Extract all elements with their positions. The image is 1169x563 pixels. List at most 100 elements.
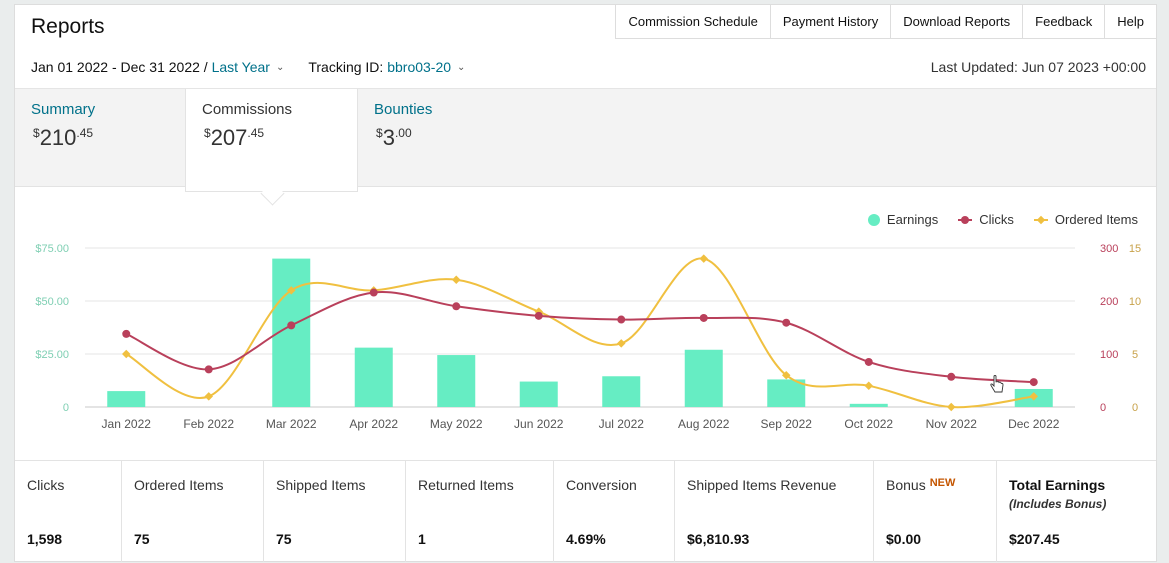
stat-bonus: Bonus NEW $0.00: [874, 461, 997, 562]
stat-shipped-items-revenue: Shipped Items Revenue $6,810.93: [675, 461, 874, 562]
commission-schedule-link[interactable]: Commission Schedule: [616, 5, 771, 38]
download-reports-link[interactable]: Download Reports: [891, 5, 1024, 38]
clicks-point: [947, 372, 956, 381]
top-navigation: Commission Schedule Payment History Down…: [615, 5, 1156, 39]
ordered-axis-tick: 10: [1129, 296, 1141, 308]
ordered-items-point: [452, 275, 461, 285]
x-axis-tick: Jun 2022: [514, 417, 564, 431]
stat-label: Shipped Items: [276, 477, 366, 493]
clicks-point: [534, 311, 543, 320]
legend-ordered-items[interactable]: Ordered Items: [1033, 212, 1138, 227]
legend-clicks[interactable]: Clicks: [958, 212, 1014, 227]
stats-summary: Clicks 1,598 Ordered Items 75 Shipped It…: [15, 460, 1156, 562]
clicks-point: [1029, 378, 1038, 387]
earnings-swatch: [867, 213, 880, 226]
ordered-items-point: [287, 286, 296, 295]
ordered-axis-tick: 15: [1129, 243, 1141, 255]
clicks-point: [369, 288, 378, 297]
clicks-axis-tick: 300: [1100, 243, 1118, 255]
page-title: Reports: [31, 15, 105, 38]
payment-history-link[interactable]: Payment History: [771, 5, 892, 38]
tab-amount: $210.45: [33, 125, 94, 150]
stat-note: (Includes Bonus): [1009, 497, 1107, 511]
chevron-down-icon[interactable]: ⌄: [275, 61, 285, 73]
tab-bounties[interactable]: Bounties $3.00: [358, 89, 528, 186]
ordered-items-point: [699, 254, 708, 263]
ordered-items-swatch: [1033, 215, 1048, 224]
stat-value: 1,598: [27, 531, 63, 547]
feedback-link[interactable]: Feedback: [1023, 5, 1106, 38]
chevron-down-icon[interactable]: ⌄: [457, 61, 466, 73]
earnings-bar: [354, 347, 393, 407]
earnings-bar: [437, 355, 476, 407]
legend-label: Ordered Items: [1054, 212, 1138, 227]
ordered-items-point: [782, 370, 791, 380]
left-axis-tick: 0: [63, 402, 69, 414]
stat-total-earnings: Total Earnings (Includes Bonus) $207.45: [997, 461, 1156, 562]
legend-label: Clicks: [979, 212, 1014, 227]
x-axis-tick: Jan 2022: [102, 417, 152, 431]
clicks-point: [864, 357, 873, 366]
x-axis-tick: Nov 2022: [926, 417, 978, 431]
stat-value: 75: [134, 531, 150, 547]
left-axis-tick: $50.00: [35, 296, 69, 308]
date-preset-dropdown[interactable]: Last Year: [211, 59, 270, 75]
x-axis-tick: May 2022: [430, 417, 483, 431]
clicks-point: [204, 365, 213, 374]
x-axis-tick: Oct 2022: [844, 417, 893, 431]
ordered-items-point: [947, 402, 956, 412]
stat-shipped-items: Shipped Items 75: [264, 461, 406, 562]
x-axis-tick: Feb 2022: [183, 417, 234, 431]
stat-label: Total Earnings: [1009, 477, 1106, 493]
x-axis-tick: Sep 2022: [761, 417, 813, 431]
stat-label: Conversion: [566, 477, 637, 493]
left-axis-tick: $25.00: [35, 349, 69, 361]
earnings-bar: [107, 391, 146, 407]
ordered-items-point: [864, 381, 873, 391]
help-link[interactable]: Help: [1117, 14, 1144, 29]
ordered-items-point: [1029, 392, 1038, 401]
left-axis-tick: $75.00: [35, 243, 69, 255]
stat-value: $207.45: [1009, 531, 1060, 547]
stat-value: $0.00: [886, 531, 922, 547]
stat-label: Returned Items: [418, 477, 514, 493]
stat-label: Clicks: [27, 477, 65, 493]
new-badge: NEW: [929, 477, 956, 489]
ordered-items-point: [617, 339, 626, 348]
clicks-swatch: [958, 215, 973, 224]
earnings-chart: 0 $25.00 $50.00 $75.00 0 100 200 300 0 5 10 15 Jan 2…: [35, 243, 1141, 431]
tracking-id-dropdown[interactable]: bbro03-20: [387, 59, 452, 75]
report-tabs: Summary $210.45 Commissions $207.45 Boun…: [15, 88, 1156, 206]
clicks-axis-tick: 0: [1100, 402, 1106, 414]
stat-clicks: Clicks 1,598: [15, 461, 122, 562]
last-updated: Last Updated: Jun 07 2023 +00:00: [930, 59, 1146, 75]
stat-label: Bonus NEW: [886, 477, 956, 493]
legend-earnings[interactable]: Earnings: [867, 212, 939, 227]
ordered-items-point: [122, 349, 131, 359]
stat-returned-items: Returned Items 1: [406, 461, 554, 562]
hand-cursor-icon: [990, 375, 1004, 393]
clicks-point: [287, 321, 296, 330]
clicks-axis-tick: 200: [1100, 296, 1118, 308]
stat-value: 75: [276, 531, 292, 547]
stat-label: Shipped Items Revenue: [687, 477, 837, 493]
tab-label: Commissions: [202, 101, 293, 118]
legend-label: Earnings: [886, 212, 939, 227]
reports-card: Reports Commission Schedule Payment Hist…: [14, 4, 1157, 562]
x-axis-tick: Apr 2022: [349, 417, 398, 431]
earnings-bar: [602, 376, 641, 407]
filter-bar: Jan 01 2022 - Dec 31 2022 / Last Year ⌄ …: [31, 59, 489, 75]
tab-commissions[interactable]: Commissions $207.45: [185, 89, 358, 206]
stat-value: $6,810.93: [687, 531, 750, 547]
tab-summary[interactable]: Summary $210.45: [15, 89, 185, 186]
clicks-point: [122, 329, 131, 338]
tab-amount: $207.45: [204, 125, 265, 150]
date-range: Jan 01 2022 - Dec 31 2022 /: [31, 59, 208, 75]
chart-legend: Earnings Clicks Ordered Items: [848, 212, 1138, 227]
ordered-axis-tick: 5: [1132, 349, 1138, 361]
x-axis-tick: Jul 2022: [599, 417, 645, 431]
stat-value: 1: [418, 531, 426, 547]
ordered-axis-tick: 0: [1132, 402, 1138, 414]
stat-value: 4.69%: [566, 531, 606, 547]
tracking-id-label: Tracking ID:: [308, 59, 384, 75]
